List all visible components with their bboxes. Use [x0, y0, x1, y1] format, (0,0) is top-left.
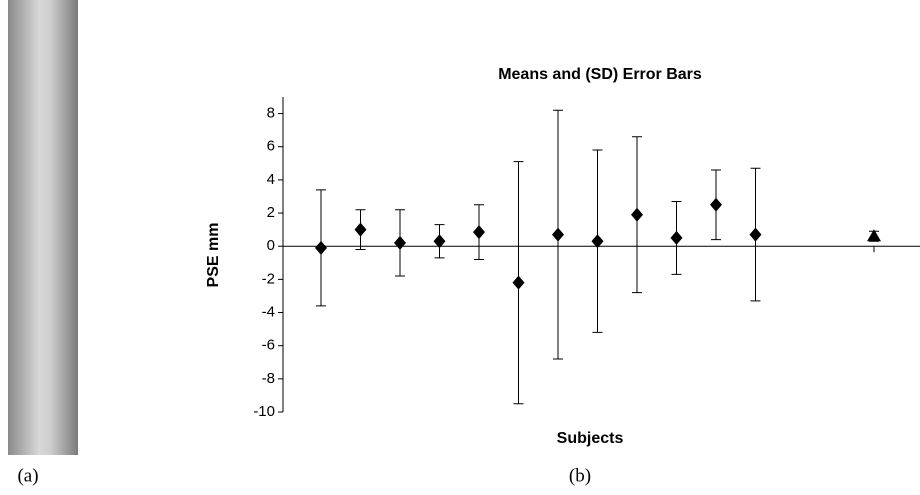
- y-tick-label: 6: [267, 138, 275, 155]
- y-tick-label: 2: [267, 204, 275, 221]
- panel-label: (b): [569, 465, 591, 486]
- x-axis-label: Subjects: [557, 430, 624, 447]
- marker: [315, 240, 327, 255]
- y-tick-label: 4: [267, 171, 275, 188]
- y-tick-label: -8: [262, 370, 275, 387]
- marker: [354, 222, 367, 237]
- cylinder-image: [8, 0, 78, 455]
- y-tick-label: -10: [253, 403, 275, 420]
- marker: [552, 227, 564, 242]
- chart-title: Means and (SD) Error Bars: [498, 66, 702, 83]
- marker: [631, 207, 643, 222]
- marker: [394, 235, 406, 250]
- y-tick-label: -4: [262, 303, 275, 320]
- marker: [512, 275, 525, 290]
- marker: [710, 197, 722, 212]
- y-tick-label: 0: [267, 237, 275, 254]
- marker: [591, 234, 604, 249]
- marker: [749, 227, 762, 242]
- marker: [473, 225, 485, 240]
- marker: [867, 229, 881, 242]
- y-tick-label: 8: [267, 105, 275, 122]
- y-tick-label: -2: [262, 270, 275, 287]
- marker: [433, 234, 446, 249]
- marker: [670, 230, 683, 245]
- y-tick-label: -6: [262, 337, 275, 354]
- y-axis-label: PSE mm: [205, 223, 222, 288]
- panel-label: (a): [17, 465, 38, 486]
